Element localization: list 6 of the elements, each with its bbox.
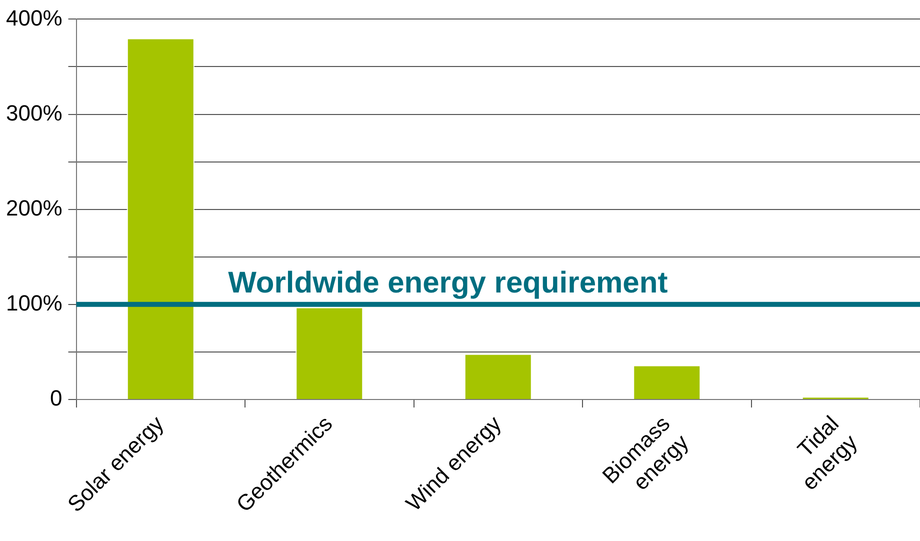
y-tick-label: 100% xyxy=(6,290,62,316)
y-tick-label: 200% xyxy=(6,195,62,220)
y-tick-label: 400% xyxy=(6,5,62,30)
ref-line-label: Worldwide energy requirement xyxy=(228,266,668,300)
y-tick-label: 300% xyxy=(6,100,62,126)
y-tick-label: 0 xyxy=(50,386,62,411)
